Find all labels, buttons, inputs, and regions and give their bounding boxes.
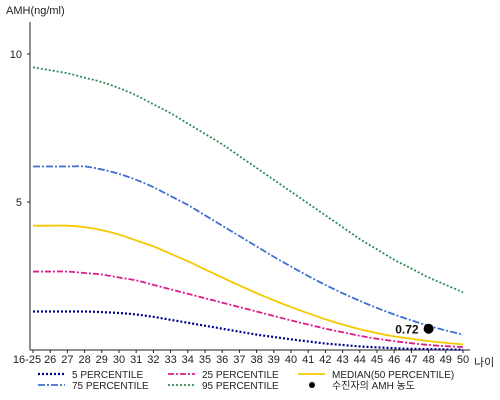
x-tick-label: 36: [216, 354, 228, 366]
x-tick-label: 46: [388, 354, 400, 366]
x-tick-label: 42: [319, 354, 331, 366]
x-tick-label: 50: [457, 354, 469, 366]
x-tick-label: 45: [371, 354, 383, 366]
y-tick-label: 10: [10, 49, 22, 61]
y-axis-title: AMH(ng/ml): [6, 5, 65, 17]
series-line-3: [33, 165, 464, 336]
series-line-1: [32, 270, 464, 348]
series-line-0: [32, 310, 464, 351]
marker-layer: 0.72: [395, 323, 434, 337]
x-tick-label: 28: [78, 354, 90, 366]
patient-marker-label: 0.72: [395, 323, 419, 337]
x-tick-label: 16-25: [13, 354, 41, 366]
x-tick-label: 34: [182, 354, 194, 366]
legend-label-0: 5 PERCENTILE: [72, 370, 143, 381]
x-tick-label: 47: [405, 354, 417, 366]
x-tick-label: 27: [61, 354, 73, 366]
x-tick-label: 37: [233, 354, 245, 366]
patient-marker-point: [423, 323, 434, 334]
x-axis-title: 나이: [474, 356, 494, 369]
series-line-4: [32, 66, 464, 294]
y-tick-label: 5: [16, 197, 22, 209]
x-tick-label: 39: [268, 354, 280, 366]
legend-label-4: 95 PERCENTILE: [202, 381, 279, 392]
legend: 5 PERCENTILE 25 PERCENTILE MEDIAN(50 PERCE…: [38, 370, 454, 392]
x-tick-label: 44: [354, 354, 366, 366]
x-tick-label: 26: [44, 354, 56, 366]
x-tick-label: 31: [130, 354, 142, 366]
legend-label-2: MEDIAN(50 PERCENTILE): [332, 370, 454, 381]
legend-label-5: 수진자의 AMH 농도: [332, 380, 415, 392]
legend-label-3: 75 PERCENTILE: [72, 381, 149, 392]
legend-swatch-marker: [309, 382, 315, 388]
x-tick-label: 32: [147, 354, 159, 366]
x-tick-label: 41: [302, 354, 314, 366]
x-tick-label: 33: [164, 354, 176, 366]
x-tick-label: 49: [440, 354, 452, 366]
x-tick-label: 35: [199, 354, 211, 366]
x-tick-label: 38: [250, 354, 262, 366]
x-tick-label: 30: [113, 354, 125, 366]
legend-label-1: 25 PERCENTILE: [202, 370, 279, 381]
series-layer: [32, 66, 464, 351]
x-tick-label: 48: [422, 354, 434, 366]
x-tick-label: 43: [336, 354, 348, 366]
x-tick-label: 40: [285, 354, 297, 366]
axes: AMH(ng/ml) 10 5 16-25 26 27 28 29 30 31 32 33 34 35 36…: [6, 5, 494, 369]
series-line-2: [33, 224, 464, 346]
x-tick-label: 29: [96, 354, 108, 366]
